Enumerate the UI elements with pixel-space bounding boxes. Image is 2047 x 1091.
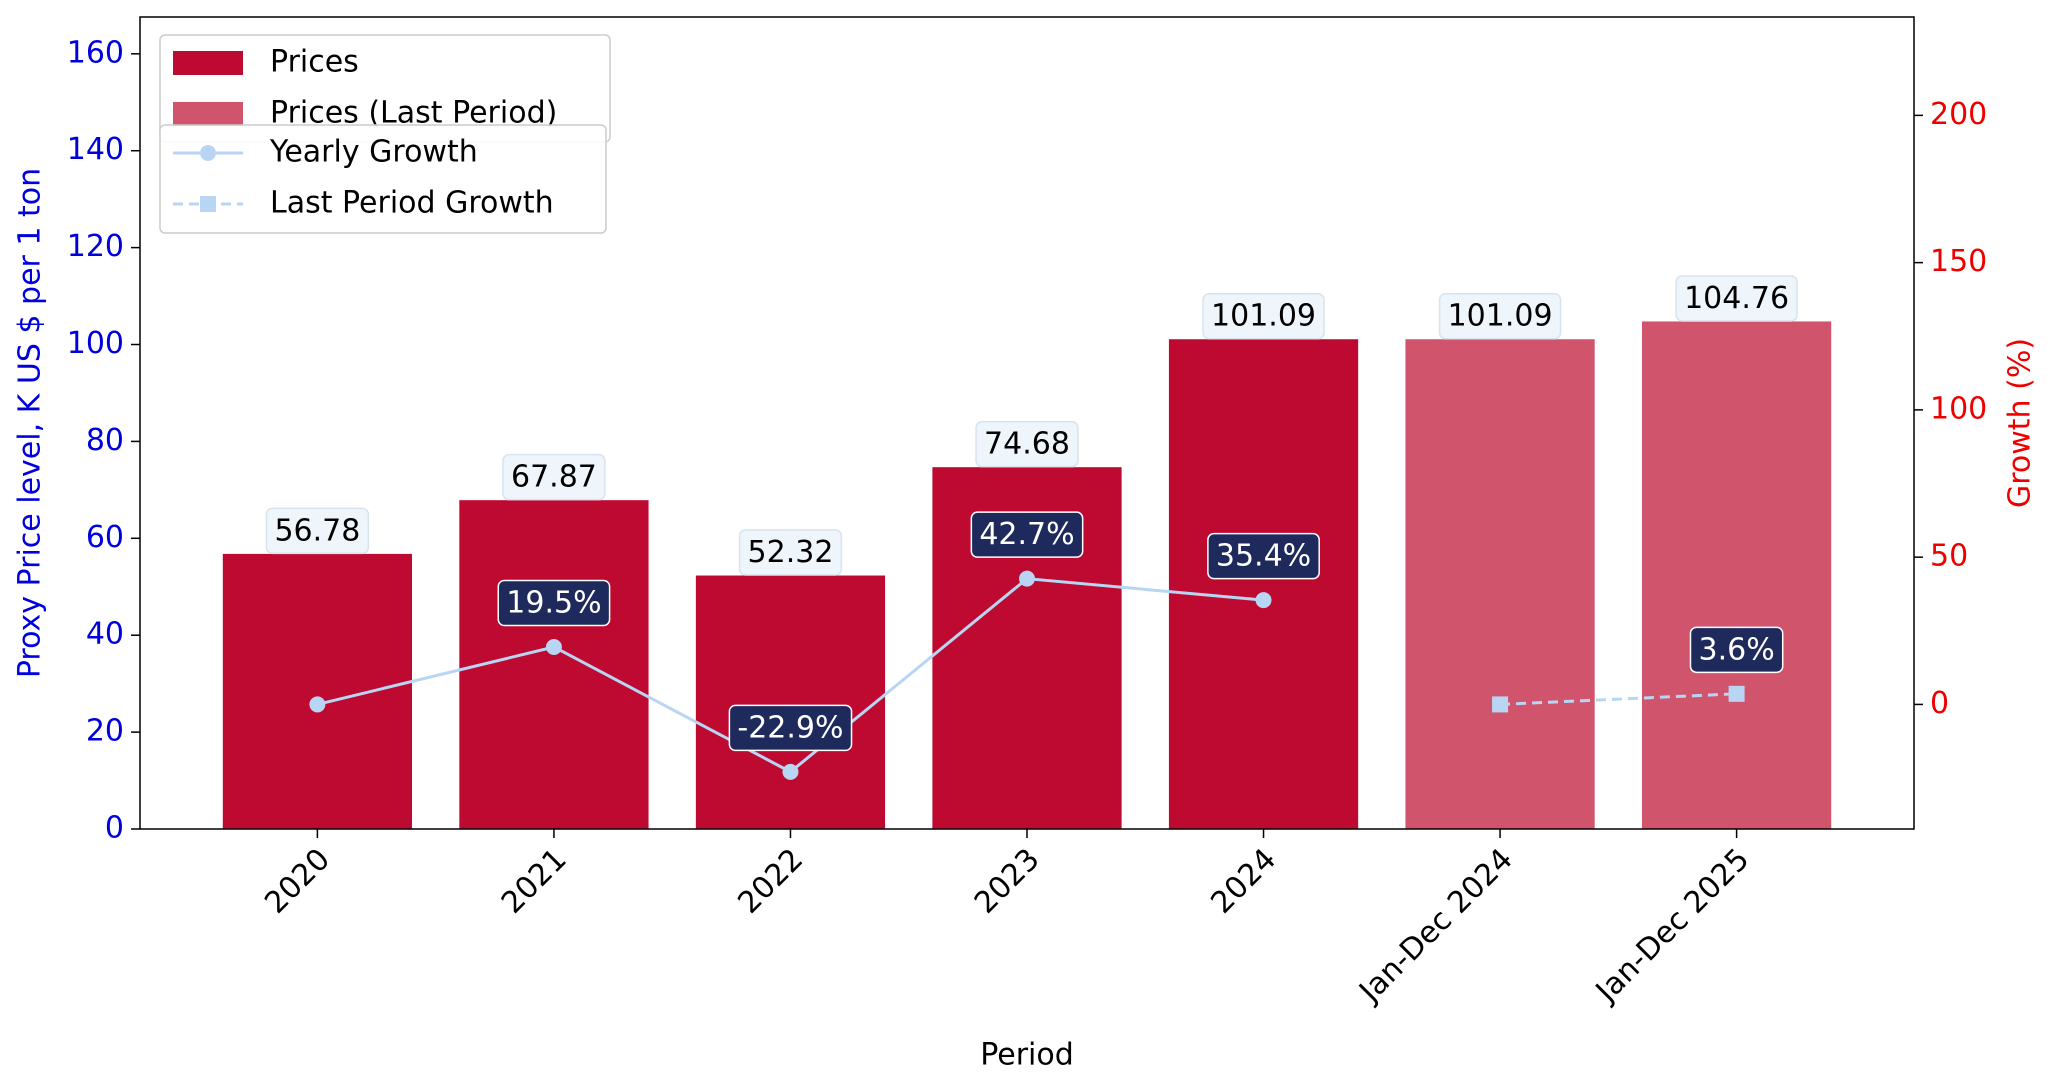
bar — [222, 553, 413, 829]
growth-value-label-text: 35.4% — [1216, 539, 1311, 574]
growth-line — [1500, 692, 1737, 706]
growth-value-label: 35.4% — [1207, 532, 1320, 580]
x-tick-label: 2024 — [1204, 842, 1283, 921]
bar-value-label-box — [1438, 292, 1562, 340]
y2-axis-label: Growth (%) — [2003, 338, 2038, 508]
legend-label: Last Period Growth — [270, 186, 554, 221]
growth-marker — [545, 638, 562, 655]
legend-box — [159, 124, 607, 234]
growth-marker — [309, 696, 326, 713]
x-axis-label: Period — [980, 1038, 1074, 1073]
y-tick-label: 0 — [105, 811, 124, 846]
x-tick-label: 2020 — [258, 842, 337, 921]
y-tick-label: 40 — [86, 617, 124, 652]
legend-label: Prices — [270, 45, 359, 80]
bar-value-label-box — [738, 529, 843, 576]
legend-marker — [200, 196, 216, 212]
bar-value-label-text: 56.78 — [274, 513, 360, 548]
bar-value-label: 67.87 — [502, 453, 606, 501]
bar-value-label-text: 67.87 — [511, 460, 597, 495]
y2-tick-label: 200 — [1930, 97, 1987, 132]
growth-value-label: -22.9% — [728, 704, 853, 752]
bar-value-label-text: 101.09 — [1448, 299, 1553, 334]
growth-value-label-text: 3.6% — [1698, 632, 1774, 667]
x-tick-label: Jan-Dec 2025 — [1588, 842, 1756, 1010]
bar — [1641, 321, 1832, 829]
growth-value-label: 19.5% — [497, 579, 611, 627]
growth-value-label: 3.6% — [1689, 626, 1784, 674]
y-axis-label: Proxy Price level, K US $ per 1 ton — [13, 168, 48, 678]
bar-value-label: 104.76 — [1675, 275, 1798, 322]
plot-frame — [139, 16, 1915, 830]
bar-value-label-box — [1202, 292, 1325, 340]
bar-value-label-text: 104.76 — [1684, 281, 1789, 316]
growth-value-label-box — [1689, 626, 1784, 674]
growth-value-label-text: 19.5% — [506, 585, 601, 620]
y-tick-label: 100 — [67, 326, 124, 361]
bar-value-label-box — [502, 453, 606, 501]
x-tick-label: 2022 — [731, 842, 810, 921]
bar-value-label: 74.68 — [975, 420, 1079, 468]
x-tick-label: Jan-Dec 2024 — [1351, 842, 1519, 1010]
bar — [1168, 339, 1359, 829]
bar — [695, 575, 886, 829]
bar-value-label-text: 101.09 — [1211, 299, 1316, 334]
bar-value-label: 52.32 — [738, 529, 843, 576]
legend-label: Yearly Growth — [269, 135, 478, 170]
growth-marker — [782, 763, 799, 780]
y-tick-label: 60 — [86, 520, 124, 555]
bar-value-label-box — [265, 507, 370, 555]
bar-value-label-box — [1675, 275, 1798, 322]
x-tick-label: 2023 — [968, 842, 1047, 921]
y-tick-label: 120 — [67, 229, 124, 264]
y-tick-label: 160 — [67, 35, 124, 70]
bar-value-label-text: 52.32 — [748, 535, 834, 570]
y-tick-label: 80 — [86, 423, 124, 458]
legend-swatch — [173, 102, 243, 126]
y2-tick-label: 0 — [1930, 686, 1949, 721]
bar-value-label-box — [975, 420, 1079, 468]
growth-marker — [1492, 696, 1509, 713]
bar-value-label: 56.78 — [265, 507, 370, 555]
growth-value-label: 42.7% — [970, 511, 1084, 558]
growth-value-label-box — [728, 704, 853, 752]
y2-tick-label: 150 — [1930, 244, 1987, 279]
growth-value-label-text: -22.9% — [737, 710, 843, 745]
bar — [1405, 339, 1595, 829]
growth-value-label-box — [1207, 532, 1320, 580]
bar-value-label: 101.09 — [1202, 292, 1325, 340]
growth-value-label-box — [970, 511, 1084, 558]
legend-marker — [200, 145, 216, 161]
growth-marker — [1019, 570, 1035, 587]
growth-marker — [1255, 592, 1272, 609]
y2-tick-label: 100 — [1930, 391, 1987, 426]
y-tick-label: 20 — [86, 714, 124, 749]
x-tick-label: 2021 — [495, 842, 574, 921]
legend-swatch — [173, 51, 243, 75]
y-tick-label: 140 — [67, 132, 124, 167]
growth-value-label-text: 42.7% — [979, 517, 1074, 552]
bar — [459, 500, 649, 829]
bar-value-label: 101.09 — [1438, 292, 1562, 340]
growth-marker — [1728, 685, 1745, 702]
growth-value-label-box — [497, 579, 611, 627]
y2-tick-label: 50 — [1930, 539, 1968, 574]
bar-value-label-text: 74.68 — [984, 427, 1070, 462]
